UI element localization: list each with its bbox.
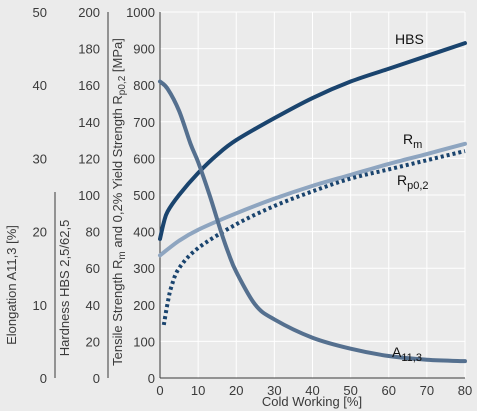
series-label-rp02: Rp0,2 [397, 172, 429, 192]
x-axis-title: Cold Working [%] [262, 394, 362, 409]
strength-tick-label: 700 [133, 115, 155, 130]
hardness-axis-title: Hardness HBS 2,5/62,5 [57, 220, 72, 357]
hardness-tick-label: 180 [78, 42, 100, 57]
elongation-tick-label: 50 [33, 5, 47, 20]
strength-tick-label: 900 [133, 42, 155, 57]
elongation-tick-label: 40 [33, 78, 47, 93]
hardness-tick-label: 0 [93, 371, 100, 386]
x-tick-label: 70 [420, 383, 434, 398]
hardness-tick-label: 80 [86, 225, 100, 240]
x-tick-label: 40 [305, 383, 319, 398]
elongation-tick-label: 0 [40, 371, 47, 386]
strength-tick-label: 500 [133, 188, 155, 203]
elongation-tick-label: 10 [33, 298, 47, 313]
series-line-a11-3 [158, 79, 467, 364]
series-label-a113: A11,3 [392, 344, 422, 364]
strength-tick-label: 300 [133, 261, 155, 276]
elongation-axis-title: Elongation A11,3 [%] [4, 225, 19, 345]
tick-labels: 0 10 20 30 40 50 60 70 8001002003004005006007008… [33, 5, 473, 398]
hardness-tick-label: 140 [78, 115, 100, 130]
strength-axis-title: Tensile Strength Rm and 0,2% Yield Stren… [110, 38, 128, 366]
strength-tick-label: 400 [133, 225, 155, 240]
hardness-tick-label: 60 [86, 261, 100, 276]
x-tick-label: 10 [191, 383, 205, 398]
strength-tick-label: 600 [133, 151, 155, 166]
series-line-hbs [158, 41, 467, 241]
hardness-tick-label: 120 [78, 151, 100, 166]
x-tick-label: 0 [156, 383, 163, 398]
hardness-tick-label: 20 [86, 334, 100, 349]
elongation-tick-label: 30 [33, 151, 47, 166]
x-tick-label: 50 [343, 383, 357, 398]
series-label-hbs: HBS [395, 31, 424, 47]
strength-tick-label: 100 [133, 334, 155, 349]
hardness-tick-label: 200 [78, 5, 100, 20]
hardness-tick-label: 40 [86, 298, 100, 313]
strength-tick-label: 800 [133, 78, 155, 93]
x-tick-label: 20 [229, 383, 243, 398]
series-line-rp0-2 [161, 149, 466, 326]
elongation-tick-label: 20 [33, 225, 47, 240]
strength-tick-label: 1000 [126, 5, 155, 20]
series-label-rm: Rm [403, 131, 422, 151]
grid [160, 11, 466, 378]
axes [54, 12, 465, 379]
hardness-tick-label: 100 [78, 188, 100, 203]
series [158, 41, 467, 364]
strength-tick-label: 0 [148, 371, 155, 386]
x-tick-label: 60 [382, 383, 396, 398]
hardness-tick-label: 160 [78, 78, 100, 93]
x-tick-label: 30 [267, 383, 281, 398]
strength-tick-label: 200 [133, 298, 155, 313]
series-line-rm [158, 141, 467, 258]
x-tick-label: 80 [458, 383, 472, 398]
